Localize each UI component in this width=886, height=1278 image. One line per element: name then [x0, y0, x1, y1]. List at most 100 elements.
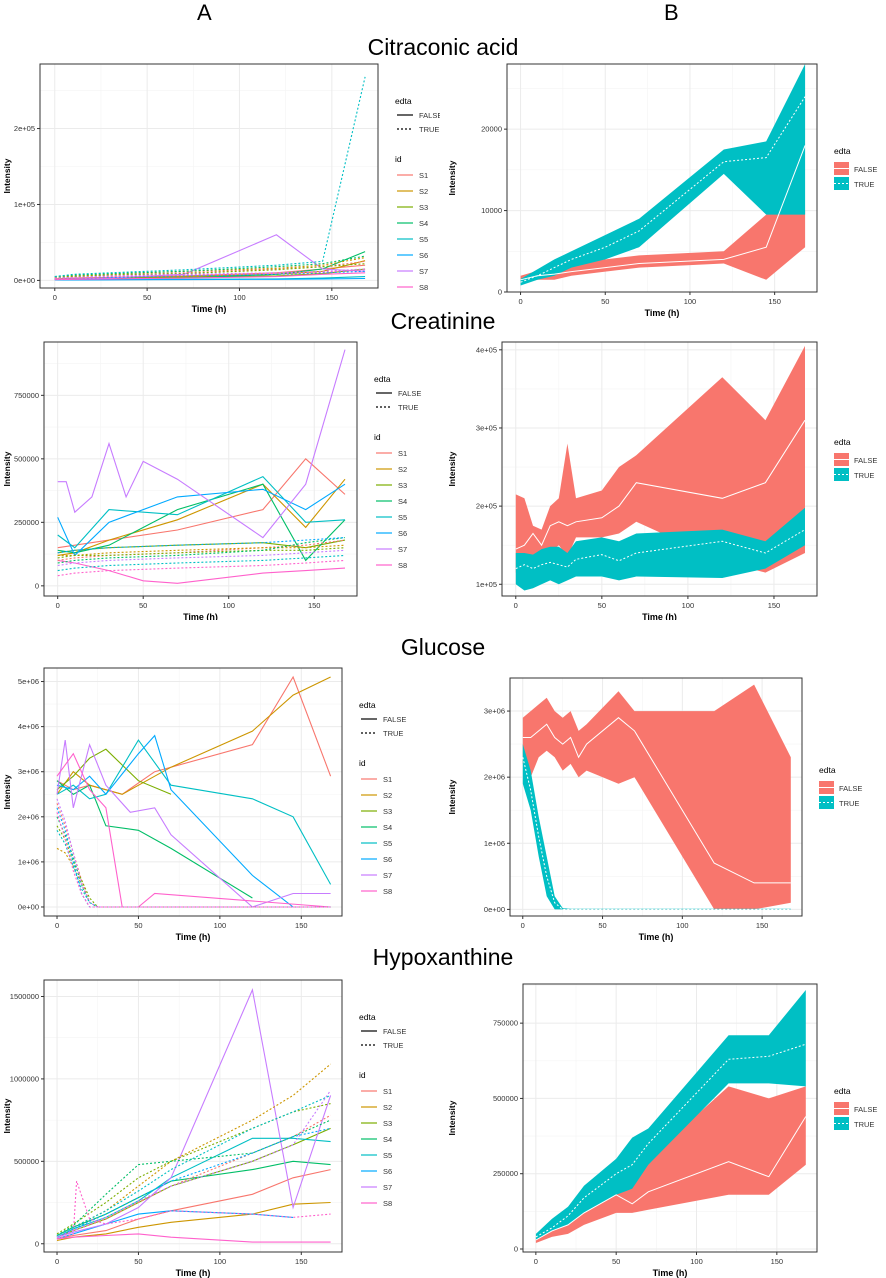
- y-axis-title: Intensity: [2, 1098, 12, 1133]
- legend-label-edta-true: TRUE: [854, 1120, 874, 1129]
- y-tick-label: 500000: [14, 1157, 39, 1166]
- legend-label-edta-true: TRUE: [383, 1041, 403, 1050]
- x-tick-label: 100: [233, 293, 246, 302]
- y-axis-title: Intensity: [447, 779, 457, 814]
- plot-data: [54, 76, 366, 281]
- plot-data: [57, 349, 346, 584]
- x-tick-label: 50: [134, 921, 142, 930]
- legend-label-s3: S3: [398, 481, 407, 490]
- x-tick-label: 0: [521, 921, 525, 930]
- x-tick-label: 150: [756, 921, 769, 930]
- legend-title-edta: edta: [834, 1086, 851, 1096]
- y-tick-label: 1e+06: [18, 857, 39, 866]
- y-axis-title: Intensity: [447, 160, 457, 195]
- x-tick-label: 150: [308, 601, 321, 610]
- legend-label-s4: S4: [383, 1135, 392, 1144]
- y-tick-label: 750000: [14, 391, 39, 400]
- x-tick-label: 100: [684, 297, 697, 306]
- series-line-s6-true: [57, 537, 346, 554]
- legend-label-s4: S4: [398, 497, 407, 506]
- y-tick-label: 250000: [493, 1169, 518, 1178]
- x-tick-label: 150: [326, 293, 339, 302]
- series-line-s4-true: [54, 255, 366, 278]
- x-tick-label: 150: [771, 1257, 784, 1266]
- y-tick-label: 250000: [14, 518, 39, 527]
- y-tick-label: 0: [514, 1244, 518, 1253]
- x-tick-label: 100: [682, 601, 695, 610]
- mean-line-true: [535, 1043, 806, 1238]
- legend-label-s6: S6: [383, 1167, 392, 1176]
- series-line-s1-false: [56, 675, 332, 795]
- panel-border: [43, 341, 358, 597]
- x-tick-label: 50: [143, 293, 151, 302]
- legend-title-id: id: [359, 758, 366, 768]
- series-line-s8-false: [56, 752, 331, 908]
- series-line-s5-false: [57, 475, 346, 549]
- x-tick-label: 100: [214, 1257, 227, 1266]
- title-glucose: Glucose: [400, 634, 486, 660]
- series-line-s4-true: [56, 1119, 331, 1236]
- y-tick-label: 0e+00: [484, 905, 505, 914]
- column-label-b: B: [664, 0, 679, 25]
- series-line-s7-true: [56, 798, 331, 908]
- plot-panel: [44, 668, 342, 916]
- legend-key-edta-true: [834, 177, 849, 190]
- x-tick-label: 150: [295, 921, 308, 930]
- legend-label-edta-false: FALSE: [839, 784, 862, 793]
- legend-label-s1: S1: [383, 1087, 392, 1096]
- plot-panel: [44, 342, 357, 596]
- y-tick-label: 2e+06: [484, 773, 505, 782]
- y-axis-title: Intensity: [2, 774, 12, 809]
- series-line-s3-true: [57, 547, 346, 559]
- x-axis-title: Time (h): [183, 612, 218, 620]
- legend-label-s4: S4: [419, 219, 428, 228]
- series-line-s2-false: [56, 676, 331, 795]
- legend-label-s7: S7: [398, 545, 407, 554]
- mean-line-true: [520, 96, 806, 283]
- legend-key-edta-true: [834, 1117, 849, 1130]
- legend-label-s8: S8: [383, 887, 392, 896]
- legend-label-edta-false: FALSE: [854, 456, 877, 465]
- panel-border: [506, 63, 818, 293]
- series-line-s5-false: [56, 739, 332, 885]
- y-tick-label: 3e+05: [476, 423, 497, 432]
- legend-label-s2: S2: [383, 1103, 392, 1112]
- chart-citraconic-acid-a: 0 50 100 150 0e+00 1e+05 2e+05 Time (h) Intensit…: [2, 63, 440, 314]
- legend-label-edta-false: FALSE: [419, 111, 440, 120]
- x-tick-label: 0: [518, 297, 522, 306]
- y-tick-label: 2e+05: [476, 502, 497, 511]
- series-line-s7-false: [56, 988, 332, 1238]
- legend-label-s5: S5: [383, 839, 392, 848]
- y-tick-label: 2e+05: [14, 124, 35, 133]
- y-axis-title: Intensity: [447, 1100, 457, 1135]
- y-tick-label: 0: [35, 1239, 39, 1248]
- ribbon-false: [515, 345, 805, 573]
- ribbon-true: [535, 990, 806, 1240]
- x-axis-title: Time (h): [176, 932, 211, 942]
- legend-label-s7: S7: [419, 267, 428, 276]
- chart-glucose-a: 0 50 100 150 0e+00 1e+06 2e+06 3e+06 4e+06 5e+06 T…: [2, 667, 406, 942]
- x-tick-label: 0: [56, 601, 60, 610]
- legend-label-edta-false: FALSE: [383, 715, 406, 724]
- ribbon-true: [515, 507, 805, 591]
- y-tick-label: 3e+06: [18, 767, 39, 776]
- legend-title-id: id: [374, 432, 381, 442]
- y-tick-label: 4e+05: [476, 345, 497, 354]
- column-label-a: A: [197, 0, 212, 25]
- chart-creatinine-b: 0 50 100 150 1e+05 2e+05 3e+05 4e+05 Time (h) Int…: [447, 341, 877, 620]
- x-tick-label: 50: [139, 601, 147, 610]
- y-tick-label: 1e+06: [484, 839, 505, 848]
- legend-label-s8: S8: [419, 283, 428, 292]
- x-axis-title: Time (h): [642, 612, 677, 620]
- series-line-s8-false: [54, 272, 366, 281]
- chart-glucose-b: 0 50 100 150 0e+00 1e+06 2e+06 3e+06 Time (h) Int…: [447, 677, 862, 942]
- chart-hypoxanthine-b: 0 50 100 150 0 250000 500000 750000 Time (h) Inte…: [447, 983, 877, 1278]
- series-line-s3-false: [56, 748, 172, 795]
- series-line-s1-false: [57, 458, 346, 549]
- series-line-s5-true: [57, 554, 346, 572]
- legend-title-edta: edta: [359, 700, 376, 710]
- legend-label-s7: S7: [383, 871, 392, 880]
- legend-label-edta-true: TRUE: [398, 403, 418, 412]
- legend-title-edta: edta: [819, 765, 836, 775]
- series-line-s6-true: [54, 270, 366, 280]
